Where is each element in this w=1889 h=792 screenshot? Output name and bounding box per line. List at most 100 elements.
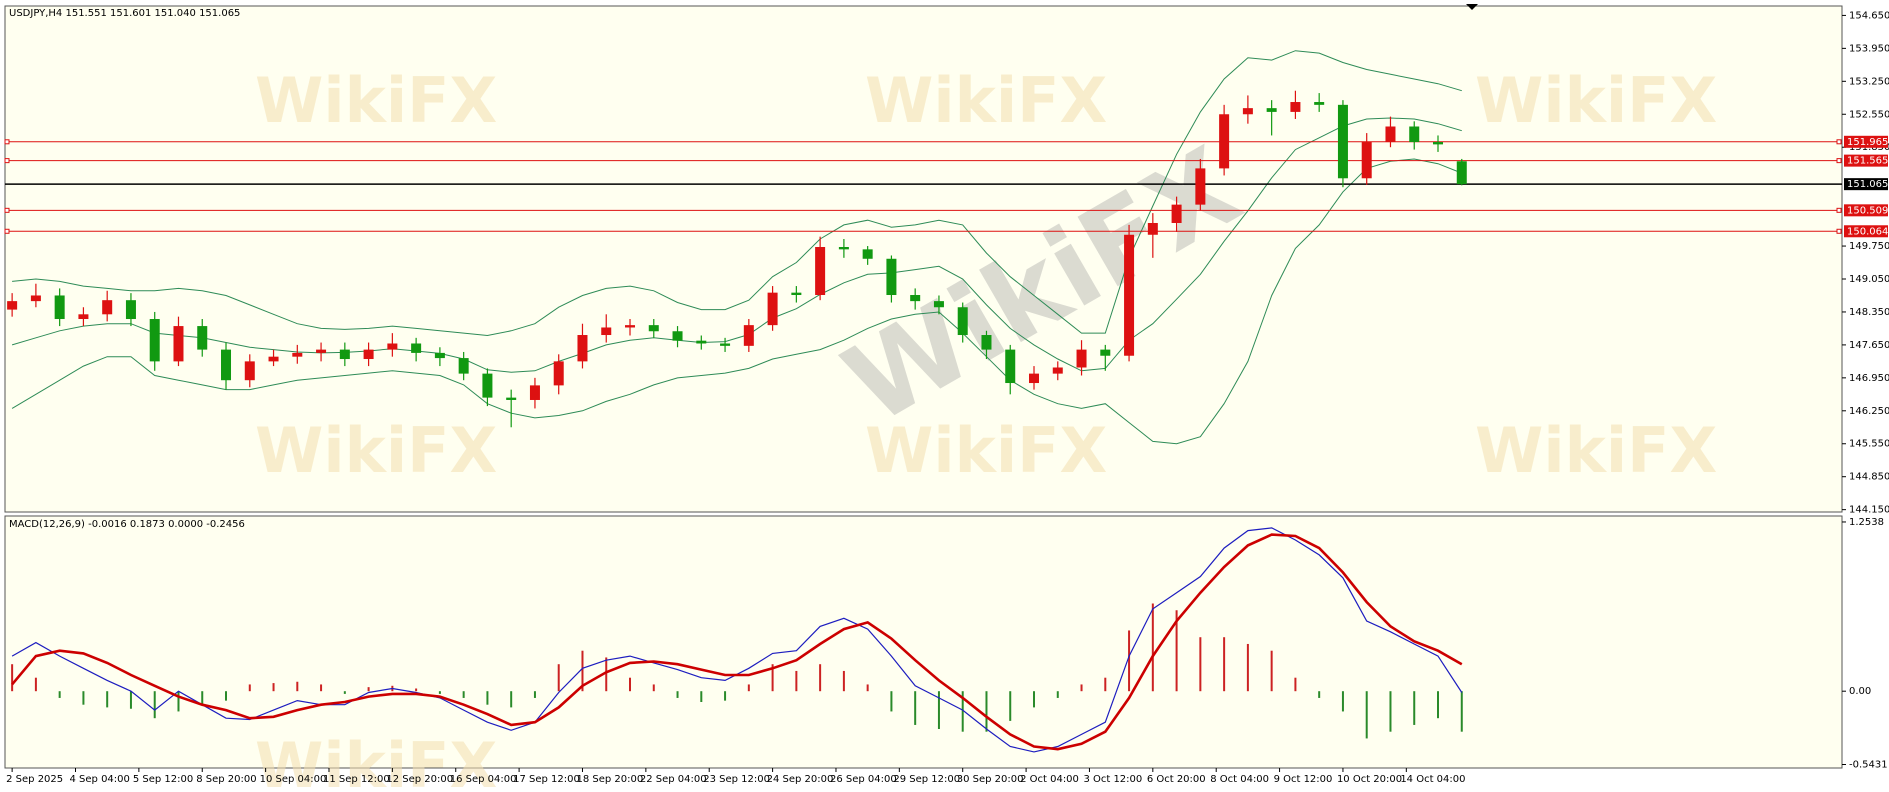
- candle-body: [197, 326, 208, 350]
- y-tick-label: 149.050: [1849, 274, 1889, 285]
- x-tick-label: 10 Oct 20:00: [1337, 774, 1402, 785]
- candle-body: [1314, 102, 1325, 105]
- candle-body: [1052, 367, 1063, 374]
- candle-body: [1409, 126, 1420, 143]
- candle-body: [1005, 349, 1016, 384]
- level-handle: [1836, 228, 1842, 234]
- candle-body: [1337, 104, 1348, 179]
- y-tick-label: 0.00: [1849, 686, 1871, 697]
- candle-body: [1290, 102, 1301, 112]
- candle-body: [78, 314, 89, 320]
- candle-body: [981, 335, 992, 350]
- y-tick-label: 148.350: [1849, 307, 1889, 318]
- candle-body: [648, 325, 659, 332]
- x-tick-label: 5 Sep 12:00: [133, 774, 193, 785]
- y-tick-label: 152.550: [1849, 109, 1889, 120]
- bollinger-upper: [12, 50, 1462, 337]
- level-handle: [1836, 207, 1842, 213]
- x-tick-label: 4 Sep 04:00: [70, 774, 130, 785]
- y-tick-label: 146.250: [1849, 406, 1889, 417]
- macd-header: MACD(12,26,9) -0.0016 0.1873 0.0000 -0.2…: [9, 519, 245, 530]
- candle-body: [102, 300, 113, 315]
- candle-body: [125, 300, 136, 320]
- last-price-tag: [1844, 178, 1888, 191]
- y-tick-label: 154.650: [1849, 10, 1889, 21]
- candle-body: [173, 326, 184, 362]
- candle-body: [1219, 114, 1230, 169]
- candle-body: [268, 356, 279, 362]
- candle-body: [387, 343, 398, 350]
- watermarks: WikiFX WikiFX WikiFX WikiFX WikiFX WikiF…: [255, 64, 1717, 792]
- candle-body: [1456, 161, 1467, 185]
- candle-body: [838, 246, 849, 250]
- shift-marker: [1466, 4, 1478, 10]
- y-tick-label: 149.750: [1849, 241, 1889, 252]
- x-tick-label: 8 Sep 20:00: [196, 774, 256, 785]
- x-tick-label: 23 Sep 12:00: [703, 774, 770, 785]
- level-tag: [1844, 225, 1888, 238]
- candle-body: [316, 349, 327, 353]
- candle-body: [434, 352, 445, 359]
- x-tick-label: 24 Sep 20:00: [767, 774, 834, 785]
- candle-body: [696, 340, 707, 344]
- candle-body: [221, 349, 232, 381]
- y-tick-label: 144.150: [1849, 505, 1889, 516]
- y-tick-label: 146.950: [1849, 373, 1889, 384]
- y-tick-label: -0.5431: [1849, 760, 1888, 771]
- candle-body: [292, 352, 303, 357]
- y-tick-label: 153.950: [1849, 43, 1889, 54]
- candle-body: [1433, 142, 1444, 145]
- x-tick-label: 2 Sep 2025: [6, 774, 63, 785]
- y-tick-label: 147.650: [1849, 340, 1889, 351]
- x-tick-label: 3 Oct 12:00: [1083, 774, 1142, 785]
- level-label: 150.064: [1847, 226, 1888, 237]
- x-tick-label: 18 Sep 20:00: [576, 774, 643, 785]
- watermark: WikiFX: [865, 414, 1107, 487]
- candle-body: [767, 292, 778, 326]
- level-handle: [4, 139, 10, 145]
- price-panel: [4, 5, 1843, 513]
- x-tick-label: 2 Oct 04:00: [1020, 774, 1079, 785]
- candle-body: [1266, 108, 1277, 112]
- y-tick-label: 1.2538: [1849, 517, 1884, 528]
- y-tick-label: 153.250: [1849, 76, 1889, 87]
- bollinger-lower: [11, 158, 1462, 445]
- x-tick-label: 9 Oct 12:00: [1274, 774, 1333, 785]
- candle-body: [1195, 168, 1206, 205]
- candle-body: [529, 385, 540, 400]
- level-label: 150.509: [1847, 205, 1888, 216]
- candle-body: [149, 319, 160, 362]
- level-tag: [1844, 204, 1888, 217]
- watermark: WikiFX: [255, 64, 497, 137]
- candle-body: [720, 343, 731, 346]
- candle-body: [1076, 349, 1087, 368]
- candle-body: [54, 295, 65, 320]
- candle-body: [363, 349, 374, 360]
- candle-body: [244, 361, 255, 381]
- x-tick-label: 22 Sep 04:00: [640, 774, 707, 785]
- candle-body: [791, 292, 802, 296]
- level-handle: [1836, 139, 1842, 145]
- candle-body: [1242, 108, 1253, 115]
- level-tag: [1844, 154, 1888, 167]
- symbol-header: USDJPY,H4 151.551 151.601 151.040 151.06…: [9, 8, 240, 19]
- x-tick-label: 10 Sep 04:00: [260, 774, 327, 785]
- bollinger-middle: [11, 117, 1462, 373]
- level-handle: [4, 158, 10, 164]
- candle-body: [1100, 349, 1111, 356]
- candle-body: [625, 325, 636, 328]
- watermark: WikiFX: [255, 414, 497, 487]
- x-tick-label: 17 Sep 12:00: [513, 774, 580, 785]
- watermark: WikiFX: [1475, 64, 1717, 137]
- candle-body: [933, 301, 944, 308]
- candle-body: [411, 343, 422, 353]
- candle-body: [862, 249, 873, 259]
- level-label: 151.565: [1847, 156, 1888, 167]
- candle-body: [1385, 126, 1396, 143]
- x-tick-label: 26 Sep 04:00: [830, 774, 897, 785]
- candle-body: [482, 373, 493, 398]
- level-handle: [4, 207, 10, 213]
- x-tick-label: 29 Sep 12:00: [893, 774, 960, 785]
- level-handle: [4, 228, 10, 234]
